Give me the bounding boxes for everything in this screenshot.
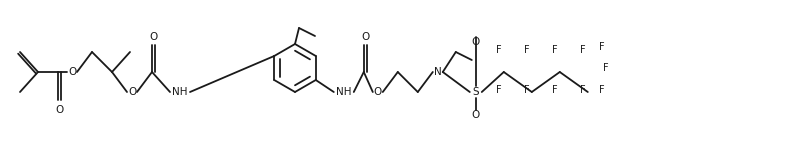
- Text: F: F: [580, 85, 586, 95]
- Text: O: O: [472, 37, 480, 47]
- Text: O: O: [149, 32, 158, 42]
- Text: F: F: [580, 45, 586, 55]
- Text: F: F: [524, 85, 529, 95]
- Text: O: O: [373, 87, 382, 97]
- Text: F: F: [603, 63, 608, 73]
- Text: F: F: [496, 85, 502, 95]
- Text: F: F: [496, 45, 502, 55]
- Text: O: O: [128, 87, 136, 97]
- Text: O: O: [68, 67, 76, 77]
- Text: F: F: [599, 85, 604, 95]
- Text: F: F: [599, 42, 604, 52]
- Text: NH: NH: [336, 87, 351, 97]
- Text: O: O: [56, 105, 64, 115]
- Text: NH: NH: [172, 87, 187, 97]
- Text: F: F: [552, 45, 558, 55]
- Text: O: O: [472, 110, 480, 120]
- Text: F: F: [524, 45, 529, 55]
- Text: O: O: [361, 32, 369, 42]
- Text: S: S: [473, 87, 479, 97]
- Text: F: F: [552, 85, 558, 95]
- Text: N: N: [434, 67, 442, 77]
